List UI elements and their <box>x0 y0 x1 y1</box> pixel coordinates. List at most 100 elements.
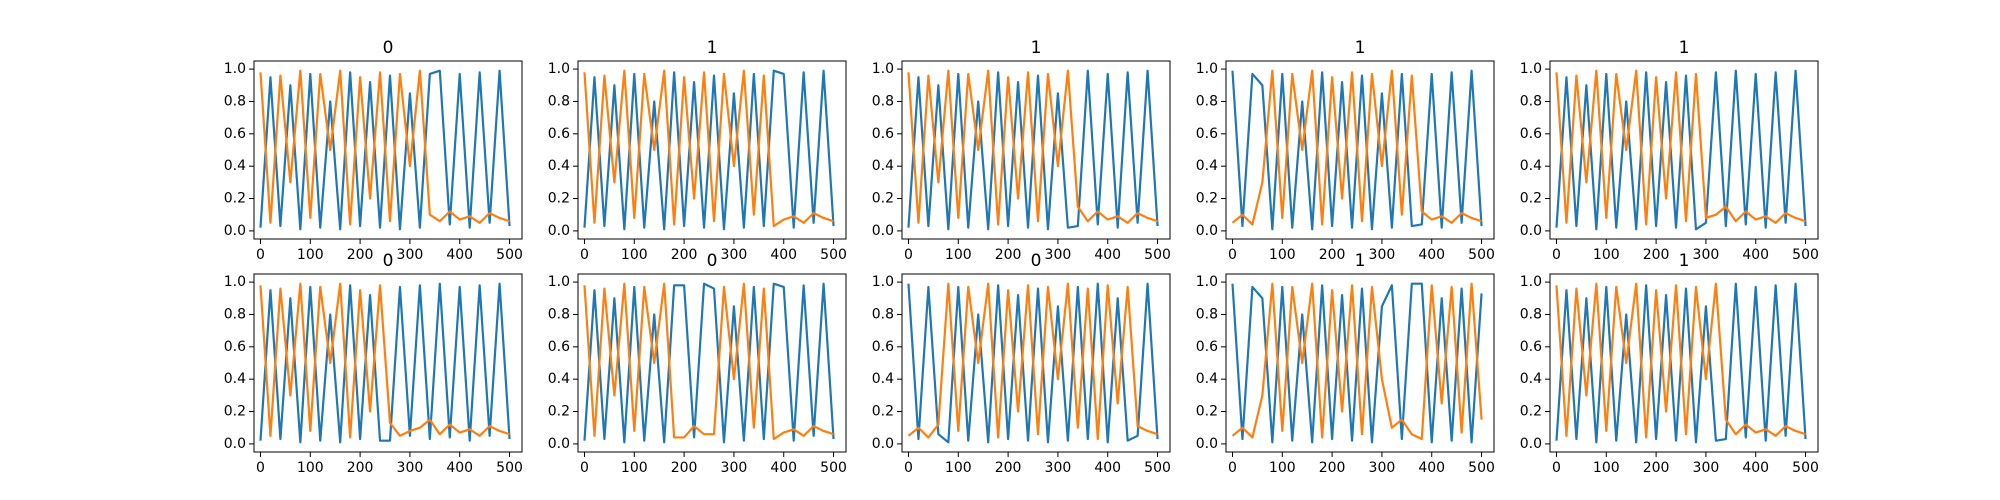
x-tick-label: 0 <box>1552 460 1561 476</box>
y-tick-label: 0.4 <box>872 158 894 174</box>
x-tick-label: 400 <box>1418 460 1445 476</box>
x-tick-label: 200 <box>1643 247 1670 263</box>
y-tick-label: 0.0 <box>224 436 246 452</box>
y-tick-label: 0.4 <box>1520 371 1542 387</box>
y-tick-label: 0.6 <box>872 339 894 355</box>
y-tick-label: 0.2 <box>1196 404 1218 420</box>
subplot: 0 0 100 200 300 400 500 0.0 0.2 0.4 0.6 0.8 1.0 <box>224 38 523 263</box>
y-tick-label: 0.8 <box>548 306 570 322</box>
x-tick-label: 500 <box>496 247 523 263</box>
y-tick-label: 0.6 <box>224 339 246 355</box>
y-tick-label: 1.0 <box>224 61 246 77</box>
x-tick-label: 100 <box>1269 460 1296 476</box>
series-line <box>583 282 834 441</box>
x-tick-label: 400 <box>446 460 473 476</box>
y-tick-label: 0.6 <box>548 126 570 142</box>
x-tick-label: 100 <box>621 247 648 263</box>
subplot: 1 0 100 200 300 400 500 0.0 0.2 0.4 0.6 0.8 1.0 <box>548 38 847 263</box>
x-tick-label: 500 <box>1468 460 1495 476</box>
axes-frame <box>901 60 1171 240</box>
y-tick-label: 0.2 <box>548 404 570 420</box>
subplot: 1 0 100 200 300 400 500 0.0 0.2 0.4 0.6 0.8 1.0 <box>1520 251 1819 476</box>
x-tick-label: 100 <box>945 247 972 263</box>
x-tick-label: 300 <box>1369 247 1396 263</box>
subplot: 1 0 100 200 300 400 500 0.0 0.2 0.4 0.6 0.8 1.0 <box>1196 251 1495 476</box>
y-tick-label: 0.2 <box>1520 404 1542 420</box>
y-tick-label: 0.0 <box>872 223 894 239</box>
x-tick-label: 100 <box>1269 247 1296 263</box>
y-tick-label: 0.0 <box>1196 223 1218 239</box>
x-tick-label: 400 <box>1742 247 1769 263</box>
x-tick-label: 300 <box>721 247 748 263</box>
y-tick-label: 1.0 <box>1520 61 1542 77</box>
series-line <box>583 69 834 228</box>
series-line <box>907 282 1158 441</box>
x-tick-label: 400 <box>1742 460 1769 476</box>
x-tick-label: 0 <box>580 460 589 476</box>
y-tick-label: 0.0 <box>1196 436 1218 452</box>
x-tick-label: 200 <box>671 460 698 476</box>
x-tick-label: 300 <box>1045 460 1072 476</box>
x-tick-label: 400 <box>446 247 473 263</box>
y-tick-label: 0.8 <box>872 306 894 322</box>
x-tick-label: 200 <box>1319 460 1346 476</box>
y-tick-label: 0.8 <box>1520 93 1542 109</box>
y-tick-label: 0.8 <box>224 93 246 109</box>
y-tick-label: 0.2 <box>224 191 246 207</box>
y-tick-label: 0.4 <box>1196 371 1218 387</box>
axes-frame <box>1549 273 1819 453</box>
axes-frame <box>253 273 523 453</box>
series-line <box>259 282 511 444</box>
y-tick-label: 0.6 <box>1196 339 1218 355</box>
x-tick-label: 100 <box>297 247 324 263</box>
x-tick-label: 0 <box>1228 460 1237 476</box>
x-tick-label: 500 <box>1468 247 1495 263</box>
subplot: 1 0 100 200 300 400 500 0.0 0.2 0.4 0.6 0.8 1.0 <box>1520 38 1819 263</box>
x-tick-label: 100 <box>297 460 324 476</box>
y-tick-label: 1.0 <box>872 61 894 77</box>
y-tick-label: 0.0 <box>548 223 570 239</box>
x-tick-label: 0 <box>580 247 589 263</box>
x-tick-label: 0 <box>256 247 265 263</box>
x-tick-label: 100 <box>621 460 648 476</box>
x-tick-label: 400 <box>1094 460 1121 476</box>
subplot-title: 1 <box>1679 251 1690 271</box>
axes-frame <box>253 60 523 240</box>
axes-frame <box>577 273 847 453</box>
subplot-title: 1 <box>1031 38 1042 58</box>
x-tick-label: 500 <box>1792 460 1819 476</box>
x-tick-label: 200 <box>995 247 1022 263</box>
y-tick-label: 0.2 <box>1520 191 1542 207</box>
y-tick-label: 0.2 <box>224 404 246 420</box>
x-tick-label: 0 <box>1552 247 1561 263</box>
y-tick-label: 0.8 <box>872 93 894 109</box>
x-tick-label: 500 <box>820 247 847 263</box>
axes-frame <box>577 60 847 240</box>
subplot: 0 0 100 200 300 400 500 0.0 0.2 0.4 0.6 0.8 1.0 <box>548 251 847 476</box>
axes-frame <box>1225 273 1495 453</box>
subplot: 0 0 100 200 300 400 500 0.0 0.2 0.4 0.6 0.8 1.0 <box>872 251 1171 476</box>
x-tick-label: 300 <box>1045 247 1072 263</box>
y-tick-label: 0.4 <box>224 371 246 387</box>
axes-frame <box>901 273 1171 453</box>
y-tick-label: 0.6 <box>548 339 570 355</box>
x-tick-label: 400 <box>770 247 797 263</box>
y-tick-label: 1.0 <box>548 61 570 77</box>
x-tick-label: 300 <box>1693 460 1720 476</box>
x-tick-label: 100 <box>1593 460 1620 476</box>
x-tick-label: 100 <box>945 460 972 476</box>
series-line <box>583 282 835 444</box>
y-tick-label: 0.0 <box>548 436 570 452</box>
subplot-title: 0 <box>383 251 394 271</box>
series-line <box>907 69 1158 226</box>
y-tick-label: 0.4 <box>548 371 570 387</box>
x-tick-label: 0 <box>1228 247 1237 263</box>
y-tick-label: 0.6 <box>1520 126 1542 142</box>
y-tick-label: 0.2 <box>872 191 894 207</box>
y-tick-label: 1.0 <box>872 274 894 290</box>
y-tick-label: 0.4 <box>224 158 246 174</box>
y-tick-label: 0.4 <box>548 158 570 174</box>
subplot-title: 1 <box>1679 38 1690 58</box>
x-tick-label: 200 <box>347 247 374 263</box>
